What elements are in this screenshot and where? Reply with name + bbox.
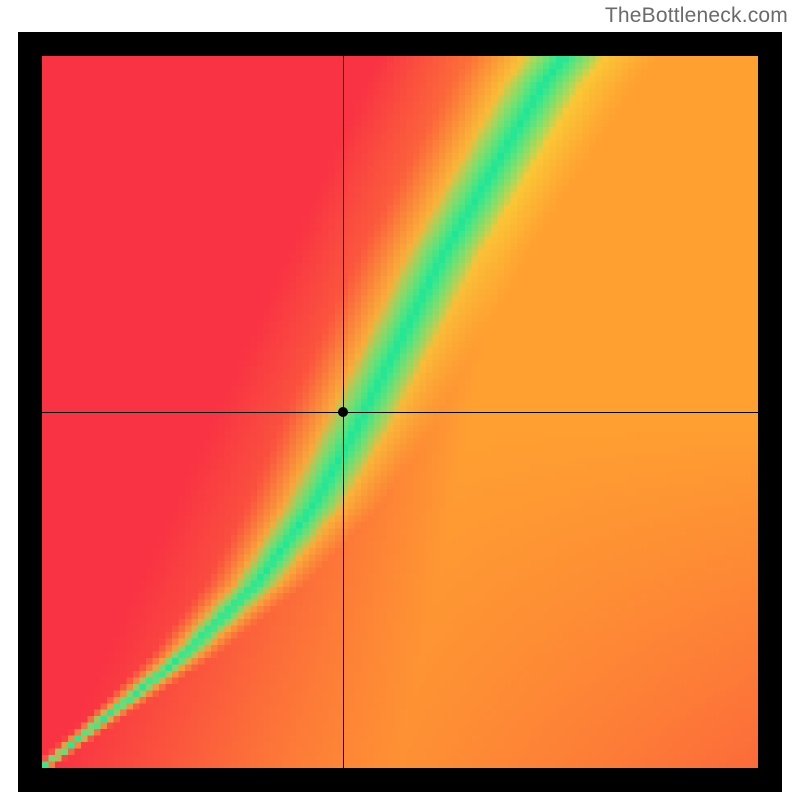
chart-container: TheBottleneck.com	[0, 0, 800, 800]
watermark-text: TheBottleneck.com	[605, 4, 788, 28]
plot-frame	[18, 32, 782, 792]
heatmap-canvas	[42, 56, 758, 768]
